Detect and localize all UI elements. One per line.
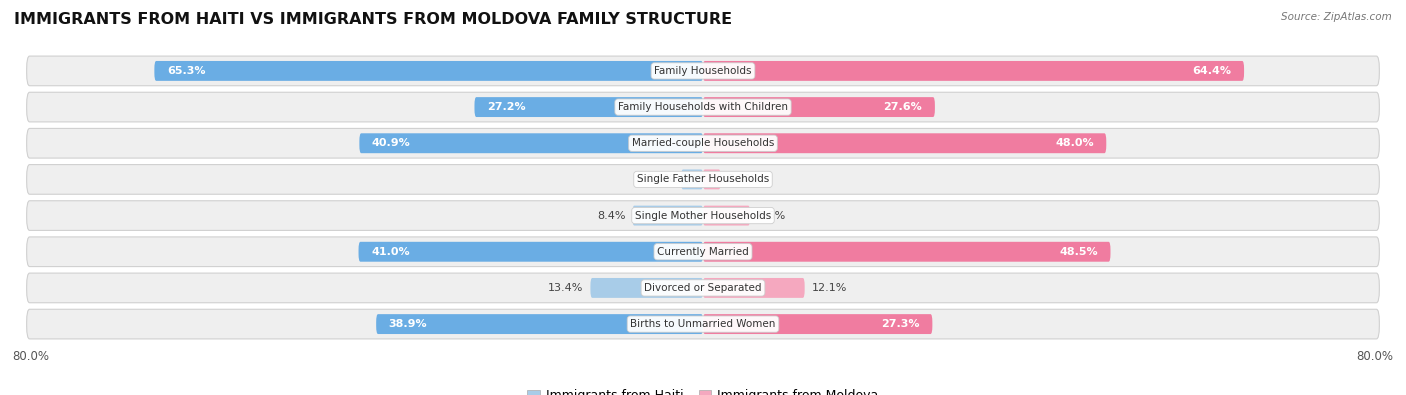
- FancyBboxPatch shape: [359, 242, 703, 262]
- Text: Family Households with Children: Family Households with Children: [619, 102, 787, 112]
- FancyBboxPatch shape: [703, 278, 804, 298]
- FancyBboxPatch shape: [703, 314, 932, 334]
- Text: 27.2%: 27.2%: [486, 102, 526, 112]
- FancyBboxPatch shape: [703, 206, 749, 226]
- FancyBboxPatch shape: [633, 206, 703, 226]
- FancyBboxPatch shape: [703, 133, 1107, 153]
- Text: Source: ZipAtlas.com: Source: ZipAtlas.com: [1281, 12, 1392, 22]
- FancyBboxPatch shape: [703, 242, 1111, 262]
- Text: 65.3%: 65.3%: [167, 66, 205, 76]
- FancyBboxPatch shape: [681, 169, 703, 189]
- FancyBboxPatch shape: [591, 278, 703, 298]
- Text: 2.1%: 2.1%: [727, 175, 756, 184]
- Text: Married-couple Households: Married-couple Households: [631, 138, 775, 148]
- Text: Family Households: Family Households: [654, 66, 752, 76]
- FancyBboxPatch shape: [474, 97, 703, 117]
- FancyBboxPatch shape: [27, 273, 1379, 303]
- Text: 64.4%: 64.4%: [1192, 66, 1232, 76]
- FancyBboxPatch shape: [27, 237, 1379, 267]
- FancyBboxPatch shape: [155, 61, 703, 81]
- FancyBboxPatch shape: [27, 165, 1379, 194]
- Text: 41.0%: 41.0%: [371, 247, 409, 257]
- FancyBboxPatch shape: [27, 92, 1379, 122]
- Text: Currently Married: Currently Married: [657, 247, 749, 257]
- FancyBboxPatch shape: [27, 309, 1379, 339]
- Text: 8.4%: 8.4%: [598, 211, 626, 220]
- Text: IMMIGRANTS FROM HAITI VS IMMIGRANTS FROM MOLDOVA FAMILY STRUCTURE: IMMIGRANTS FROM HAITI VS IMMIGRANTS FROM…: [14, 12, 733, 27]
- Text: 13.4%: 13.4%: [548, 283, 583, 293]
- Text: Births to Unmarried Women: Births to Unmarried Women: [630, 319, 776, 329]
- FancyBboxPatch shape: [27, 128, 1379, 158]
- FancyBboxPatch shape: [703, 97, 935, 117]
- Text: Single Mother Households: Single Mother Households: [636, 211, 770, 220]
- Text: 48.5%: 48.5%: [1059, 247, 1098, 257]
- Text: 40.9%: 40.9%: [373, 138, 411, 148]
- Text: Divorced or Separated: Divorced or Separated: [644, 283, 762, 293]
- Text: Single Father Households: Single Father Households: [637, 175, 769, 184]
- FancyBboxPatch shape: [27, 56, 1379, 86]
- Text: 27.6%: 27.6%: [883, 102, 922, 112]
- FancyBboxPatch shape: [27, 201, 1379, 230]
- Text: 2.6%: 2.6%: [647, 175, 675, 184]
- Text: 12.1%: 12.1%: [811, 283, 846, 293]
- Text: 38.9%: 38.9%: [389, 319, 427, 329]
- FancyBboxPatch shape: [703, 169, 721, 189]
- Legend: Immigrants from Haiti, Immigrants from Moldova: Immigrants from Haiti, Immigrants from M…: [522, 384, 884, 395]
- FancyBboxPatch shape: [377, 314, 703, 334]
- Text: 27.3%: 27.3%: [882, 319, 920, 329]
- Text: 48.0%: 48.0%: [1054, 138, 1094, 148]
- FancyBboxPatch shape: [360, 133, 703, 153]
- Text: 5.6%: 5.6%: [756, 211, 785, 220]
- FancyBboxPatch shape: [703, 61, 1244, 81]
